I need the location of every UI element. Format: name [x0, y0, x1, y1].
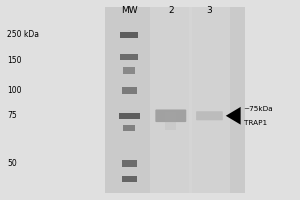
Bar: [166, 112, 176, 130]
Bar: [150, 7, 192, 193]
Bar: [122, 160, 136, 167]
Text: TRAP1: TRAP1: [244, 120, 267, 126]
Text: 75: 75: [7, 111, 17, 120]
Text: 3: 3: [207, 6, 212, 15]
Text: ~75kDa: ~75kDa: [244, 106, 273, 112]
Text: MW: MW: [121, 6, 137, 15]
Bar: [123, 67, 135, 74]
Text: 150: 150: [7, 56, 22, 65]
Text: 50: 50: [7, 159, 17, 168]
Bar: [120, 54, 138, 60]
Bar: [122, 87, 136, 94]
Polygon shape: [226, 107, 241, 125]
FancyBboxPatch shape: [155, 109, 186, 122]
Text: 2: 2: [168, 6, 174, 15]
Text: 250 kDa: 250 kDa: [7, 30, 39, 39]
Bar: [119, 113, 140, 119]
Bar: [189, 7, 230, 193]
Bar: [120, 32, 138, 38]
FancyBboxPatch shape: [196, 111, 223, 120]
Bar: [122, 176, 136, 182]
Bar: [123, 125, 135, 131]
Bar: [105, 7, 245, 193]
Text: 100: 100: [7, 86, 22, 95]
